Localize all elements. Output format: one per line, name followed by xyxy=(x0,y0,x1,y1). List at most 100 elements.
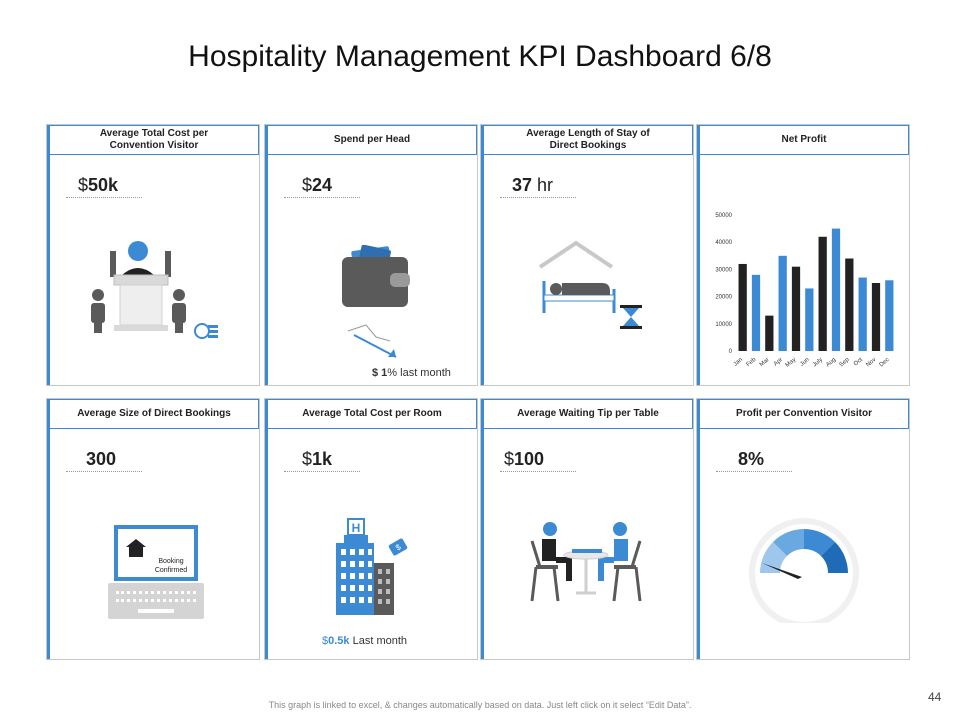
x-tick-label: Nov xyxy=(865,357,877,368)
bar-may[interactable] xyxy=(791,266,801,351)
x-tick-label: May xyxy=(785,357,798,369)
kpi-value: $1k xyxy=(302,449,332,470)
kpi-prefix: $ xyxy=(302,449,313,469)
x-tick-label: Jun xyxy=(799,357,810,368)
dotted-divider xyxy=(66,471,142,472)
kpi-value: 8% xyxy=(738,449,764,470)
card-body: $1k H $ $0.5k Last month xyxy=(265,429,477,659)
bar-jun[interactable] xyxy=(805,288,814,351)
kpi-number: 100 xyxy=(514,449,545,469)
card-header-label: Spend per Head xyxy=(333,134,411,145)
bar-aug[interactable] xyxy=(831,228,841,351)
kpi-number: 300 xyxy=(86,449,117,469)
laptop-screen: Booking Confirmed xyxy=(114,525,198,581)
x-tick-label: Apr xyxy=(773,357,784,368)
card-header-label: Net Profit xyxy=(781,134,827,145)
kpi-prefix: $ xyxy=(302,175,313,195)
x-tick-label: Dec xyxy=(879,357,891,368)
y-tick-label: 0 xyxy=(729,349,733,355)
wallet-icon xyxy=(342,245,410,307)
card-body: 8% xyxy=(697,429,909,659)
card-avg-total-cost-per-room[interactable]: Average Total Cost per Room $1k H xyxy=(264,398,478,660)
svg-text:$: $ xyxy=(394,542,403,552)
kpi-value: 300 xyxy=(86,449,116,470)
trend-note: $ 1% last month xyxy=(372,367,451,379)
dotted-divider xyxy=(66,197,142,198)
card-header: Average Total Cost per Convention Visito… xyxy=(47,125,259,155)
y-tick-label: 40000 xyxy=(715,240,732,246)
booking-confirmed-text: Booking Confirmed xyxy=(154,558,188,574)
laptop-booking-icon: Booking Confirmed xyxy=(108,525,204,625)
laptop-keyboard xyxy=(108,583,204,619)
card-body: 37 hr xyxy=(481,155,693,385)
dotted-divider xyxy=(716,471,792,472)
card-header: Net Profit xyxy=(697,125,909,155)
bar-feb[interactable] xyxy=(751,274,761,351)
card-header-label: Average Size of Direct Bookings xyxy=(77,408,231,419)
footer-note: This graph is linked to excel, & changes… xyxy=(268,700,692,710)
bar-mar[interactable] xyxy=(765,315,774,351)
x-tick-label: Sep xyxy=(839,357,852,369)
kpi-suffix: hr xyxy=(532,175,554,195)
svg-text:H: H xyxy=(352,521,361,535)
note-label: Last month xyxy=(349,635,408,647)
x-tick-label: Aug xyxy=(825,357,837,368)
card-header-label: Average Length of Stay of Direct Booking… xyxy=(526,128,650,151)
card-header-label: Profit per Convention Visitor xyxy=(736,408,872,419)
kpi-number: 24 xyxy=(312,175,333,195)
card-header: Average Size of Direct Bookings xyxy=(47,399,259,429)
card-header: Average Total Cost per Room xyxy=(265,399,477,429)
card-spend-per-head[interactable]: Spend per Head $24 $ 1% last month xyxy=(264,124,478,386)
hotel-bed-icon xyxy=(538,240,642,329)
card-body: $100 xyxy=(481,429,693,659)
bar-dec[interactable] xyxy=(885,280,894,351)
x-tick-label: July xyxy=(812,357,824,368)
bar-sep[interactable] xyxy=(845,258,854,351)
bar-jan[interactable] xyxy=(738,263,747,351)
y-tick-label: 10000 xyxy=(715,322,732,328)
note-value: 0.5k xyxy=(328,635,350,647)
x-tick-label: Feb xyxy=(746,357,758,369)
trend-down-icon xyxy=(347,324,397,358)
y-tick-label: 30000 xyxy=(715,267,732,273)
note-prefix: $ xyxy=(322,635,329,647)
y-tick-label: 20000 xyxy=(715,295,732,301)
card-avg-cost-convention-visitor[interactable]: Average Total Cost per Convention Visito… xyxy=(46,124,260,386)
dotted-divider xyxy=(284,197,360,198)
kpi-value: 37 hr xyxy=(512,175,553,196)
kpi-number: 50k xyxy=(88,175,119,195)
card-header: Average Length of Stay of Direct Booking… xyxy=(481,125,693,155)
dotted-divider xyxy=(284,471,360,472)
card-avg-size-direct-bookings[interactable]: Average Size of Direct Bookings 300 Book… xyxy=(46,398,260,660)
card-header: Spend per Head xyxy=(265,125,477,155)
kpi-number: 8% xyxy=(738,449,765,469)
dotted-divider xyxy=(500,197,576,198)
card-net-profit[interactable]: Net Profit 0 10000 20000 30000 40000 50000 Jan… xyxy=(696,124,910,386)
card-length-of-stay[interactable]: Average Length of Stay of Direct Booking… xyxy=(480,124,694,386)
card-header-label: Average Total Cost per Room xyxy=(302,408,442,419)
profit-gauge xyxy=(749,518,859,623)
card-profit-per-convention-visitor[interactable]: Profit per Convention Visitor 8% xyxy=(696,398,910,660)
kpi-prefix: $ xyxy=(78,175,89,195)
kpi-number: 37 xyxy=(512,175,533,195)
note-value: $ 1 xyxy=(372,367,388,379)
card-header-label: Average Total Cost per Convention Visito… xyxy=(99,128,209,151)
card-avg-waiting-tip[interactable]: Average Waiting Tip per Table $100 xyxy=(480,398,694,660)
x-tick-label: Jan xyxy=(733,357,744,368)
card-body: $24 $ 1% last month xyxy=(265,155,477,385)
page-number: 44 xyxy=(928,690,942,704)
dining-table-icon xyxy=(530,522,642,602)
kpi-number: 1k xyxy=(312,449,333,469)
conference-speaker-icon xyxy=(91,241,218,339)
bar-oct[interactable] xyxy=(858,277,867,351)
bar-apr[interactable] xyxy=(778,255,787,351)
kpi-prefix: $ xyxy=(504,449,515,469)
bar-nov[interactable] xyxy=(871,283,881,351)
bar-july[interactable] xyxy=(818,236,827,351)
hotel-building-icon: H $ xyxy=(336,518,408,615)
card-header: Profit per Convention Visitor xyxy=(697,399,909,429)
y-tick-label: 50000 xyxy=(715,213,732,219)
card-body: 0 10000 20000 30000 40000 50000 Jan Feb Mar Apr Ma… xyxy=(697,155,909,385)
dotted-divider xyxy=(500,471,576,472)
net-profit-bar-chart[interactable]: 0 10000 20000 30000 40000 50000 Jan Feb Mar Apr Ma… xyxy=(700,155,911,385)
